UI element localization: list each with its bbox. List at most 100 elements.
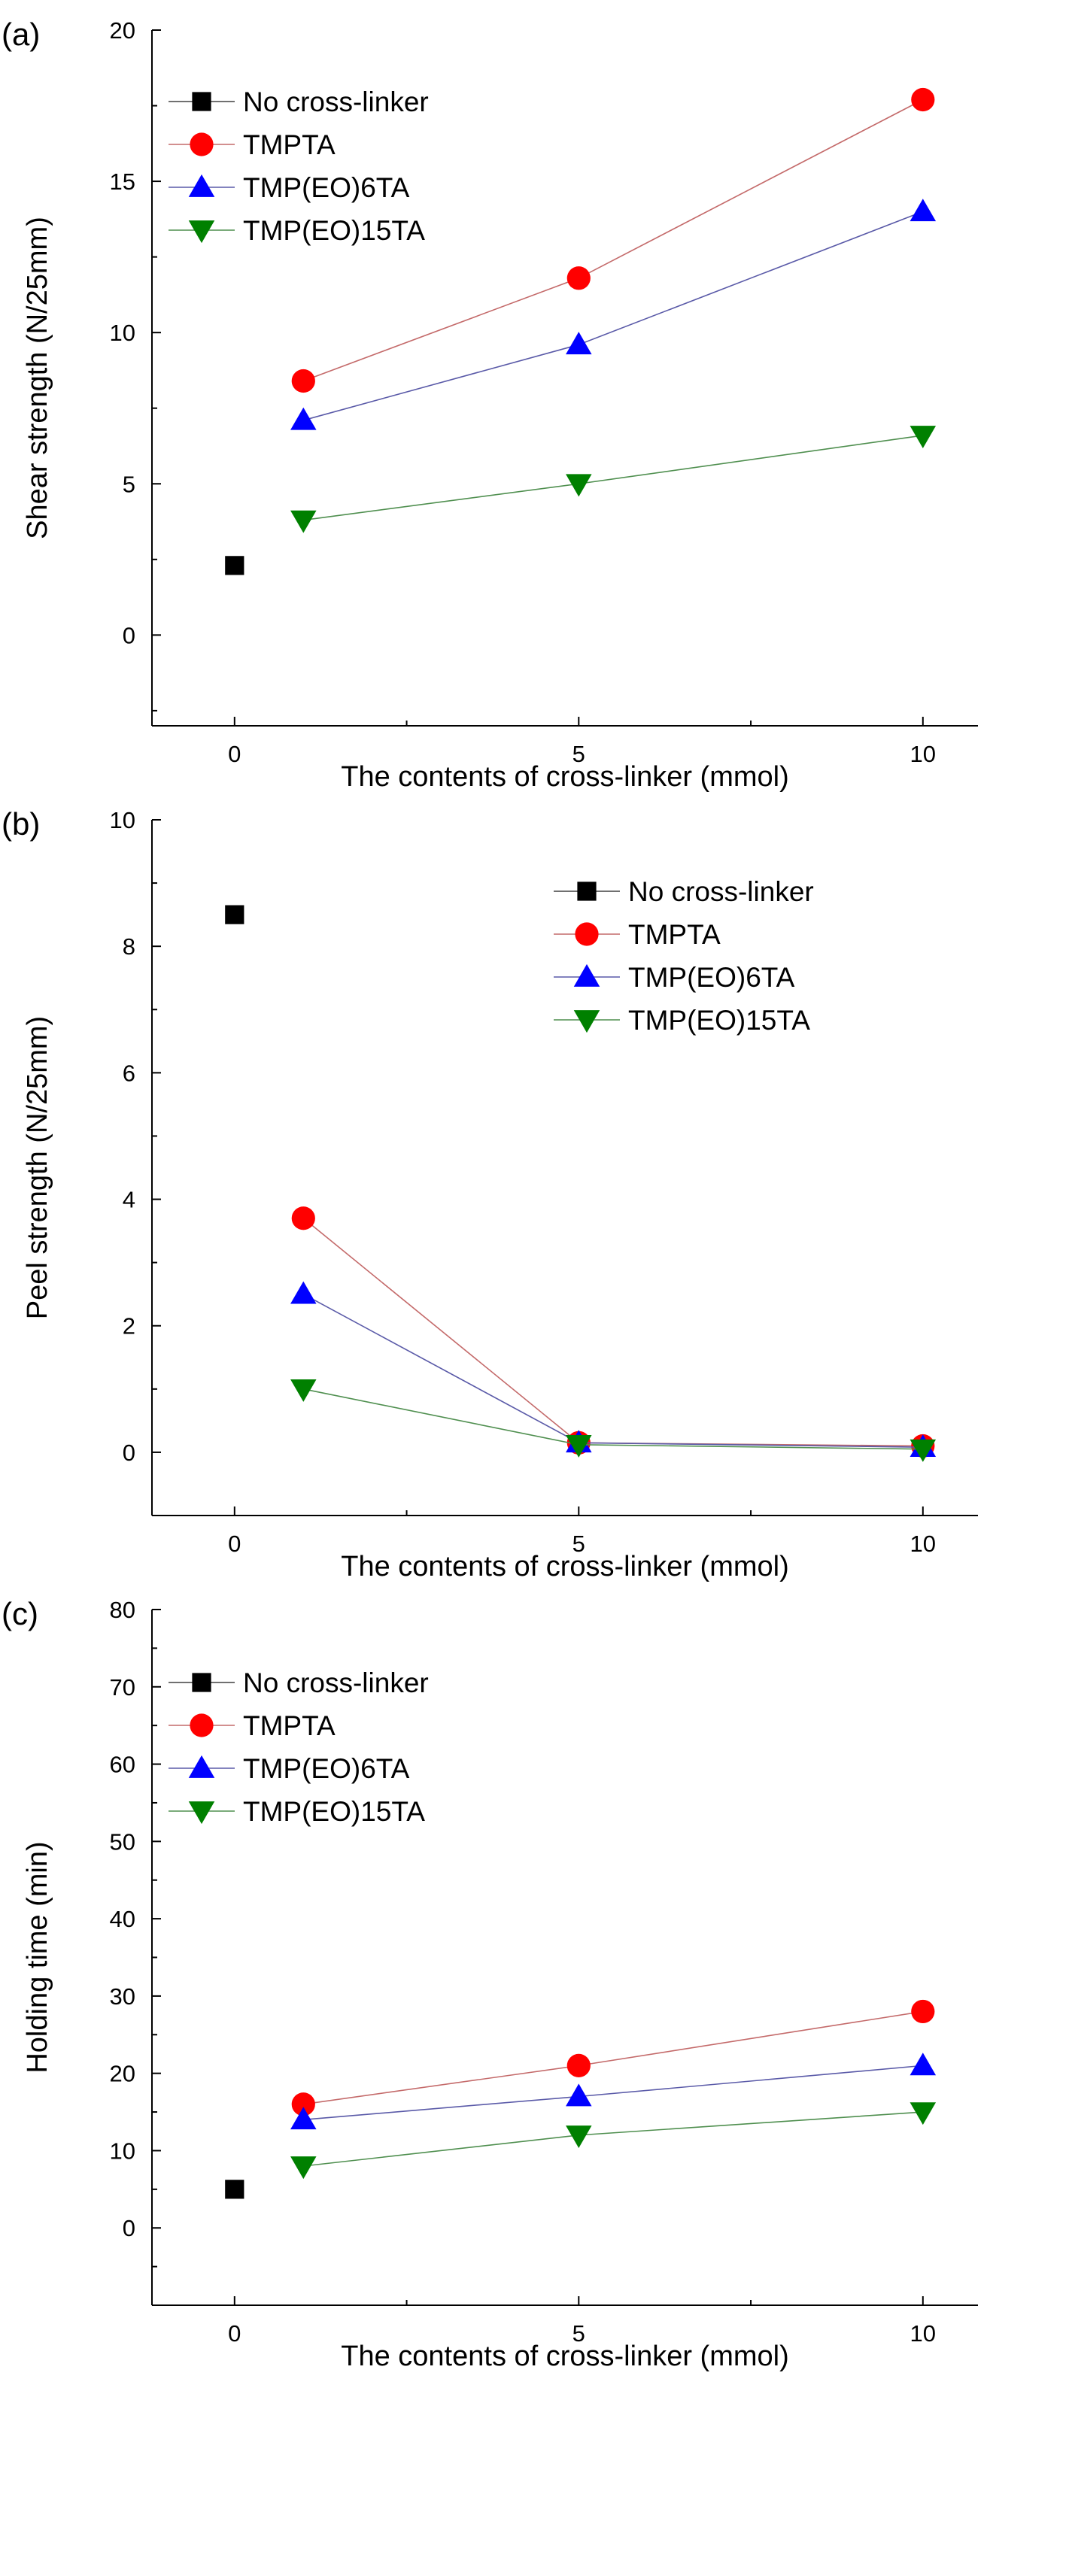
data-point-tmpta [291,2092,315,2116]
y-tick-label: 10 [110,807,135,833]
x-tick-label: 5 [572,741,585,767]
series-tmp_eo_15ta [290,426,937,533]
series-line-tmp_eo_6ta [303,2065,923,2121]
legend-label-tmpta: TMPTA [243,129,336,160]
series-tmpta [291,87,935,393]
data-point-no_crosslinker [225,2180,244,2199]
legend-marker-tmpta [575,922,599,946]
data-point-tmp_eo_6ta [566,2083,592,2107]
series-line-tmp_eo_15ta [303,2111,923,2167]
x-tick-label: 0 [228,2320,241,2347]
legend-label-tmp_eo_15ta: TMP(EO)15TA [628,1005,810,1036]
y-axis-label: Peel strength (N/25mm) [22,1016,53,1319]
data-point-tmpta [291,369,315,393]
legend-marker-no_crosslinker [192,92,211,111]
data-point-tmp_eo_15ta [290,1379,317,1402]
chart-panel-2: 0 2 4 6 8 10 0 5 10 The contents of cross-linker … [2,806,978,1582]
x-tick-label: 10 [910,2320,936,2347]
y-tick-label: 4 [123,1187,135,1213]
legend-marker-no_crosslinker [577,881,597,901]
data-point-tmp_eo_6ta [910,199,937,222]
series-tmp_eo_15ta [290,1379,937,1462]
legend-label-tmp_eo_15ta: TMP(EO)15TA [243,1796,425,1827]
x-axis-label: The contents of cross-linker (mmol) [341,761,789,793]
y-tick-label: 50 [110,1828,135,1855]
data-point-tmpta [566,266,591,290]
y-tick-label: 2 [123,1313,135,1340]
series-tmpta [291,1206,935,1458]
panel-label: (b) [2,806,40,842]
data-point-tmp_eo_6ta [290,407,317,430]
data-point-tmp_eo_15ta [290,2156,317,2180]
legend-label-no_crosslinker: No cross-linker [243,1667,429,1698]
y-tick-label: 80 [110,1597,135,1623]
y-tick-label: 20 [110,2061,135,2087]
chart-panel-1: 0 5 10 15 20 0 5 10 The contents of cross-linker… [2,17,978,793]
legend-label-tmp_eo_6ta: TMP(EO)6TA [628,962,795,993]
legend: No cross-linker TMPTA TMP(EO)6TA TMP(EO)15T… [169,1667,429,1827]
x-axis-label: The contents of cross-linker (mmol) [341,2341,789,2372]
data-point-tmp_eo_15ta [910,426,937,449]
x-tick-label: 10 [910,1531,936,1557]
legend-marker-tmpta [190,1713,214,1737]
y-tick-label: 10 [110,2138,135,2164]
legend-label-tmpta: TMPTA [243,1710,336,1741]
series-tmp_eo_6ta [290,2053,937,2130]
series-line-tmp_eo_6ta [302,1293,923,1448]
y-tick-label: 15 [110,168,135,195]
legend-marker-tmp_eo_15ta [188,1801,215,1825]
data-point-tmp_eo_15ta [910,2102,937,2125]
y-tick-label: 10 [110,320,135,346]
legend-label-tmp_eo_15ta: TMP(EO)15TA [243,215,425,246]
legend-label-tmp_eo_6ta: TMP(EO)6TA [243,172,410,203]
y-tick-label: 20 [110,17,135,44]
legend-marker-no_crosslinker [192,1673,211,1692]
y-axis-label: Holding time (min) [22,1841,53,2073]
x-tick-label: 0 [228,741,241,767]
legend-label-tmp_eo_6ta: TMP(EO)6TA [243,1753,410,1784]
y-tick-label: 70 [110,1674,135,1701]
y-tick-label: 0 [123,622,135,648]
data-point-tmp_eo_6ta [290,2107,317,2130]
legend-label-no_crosslinker: No cross-linker [243,86,429,117]
legend-marker-tmp_eo_6ta [188,1755,215,1778]
y-tick-label: 30 [110,1983,135,2010]
series-tmp_eo_15ta [290,2102,937,2180]
y-tick-label: 0 [123,1440,135,1466]
series-tmpta [291,1999,935,2116]
data-point-tmp_eo_15ta [566,474,592,497]
panel-label: (a) [2,17,40,52]
chart-panel-3: 0 10 20 30 40 50 60 70 80 0 5 10 The contents of cro… [2,1596,978,2372]
data-point-tmp_eo_6ta [290,1281,317,1304]
legend: No cross-linker TMPTA TMP(EO)6TA TMP(EO)15T… [169,86,429,246]
legend-marker-tmp_eo_15ta [188,220,215,244]
series-line-tmpta [303,2010,923,2105]
legend: No cross-linker TMPTA TMP(EO)6TA TMP(EO)15T… [554,876,814,1036]
series-line-tmpta [302,1218,923,1447]
y-axis-label: Shear strength (N/25mm) [22,217,53,539]
data-point-tmpta [911,1999,935,2024]
data-point-no_crosslinker [225,905,244,924]
series-no_crosslinker [225,2180,244,2199]
x-axis-label: The contents of cross-linker (mmol) [341,1551,789,1582]
data-point-tmpta [291,1206,315,1230]
legend-marker-tmpta [190,132,214,156]
series-tmp_eo_6ta [290,1281,937,1458]
legend-marker-tmp_eo_6ta [573,963,600,987]
series-line-tmp_eo_15ta [303,435,923,521]
legend-marker-tmp_eo_15ta [573,1010,600,1033]
x-tick-label: 10 [910,741,936,767]
series-no_crosslinker [225,556,244,575]
x-tick-label: 5 [572,1531,585,1557]
legend-label-tmpta: TMPTA [628,919,721,950]
legend-label-no_crosslinker: No cross-linker [628,876,814,907]
data-point-tmp_eo_15ta [566,2125,592,2148]
data-point-no_crosslinker [225,556,244,575]
y-tick-label: 0 [123,2215,135,2241]
series-no_crosslinker [225,905,244,924]
y-tick-label: 6 [123,1060,135,1086]
panel-label: (c) [2,1596,38,1631]
y-tick-label: 60 [110,1752,135,1778]
